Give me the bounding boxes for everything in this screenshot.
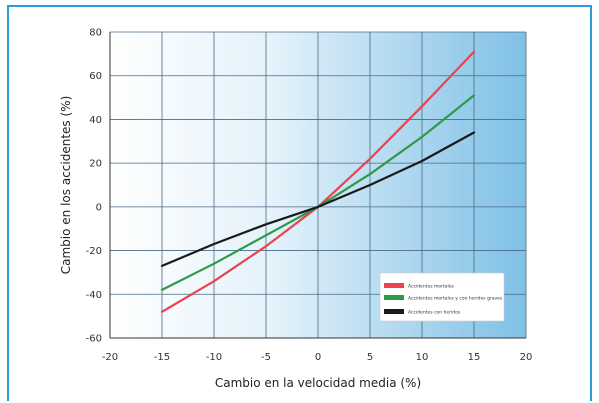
legend-swatch-3 bbox=[384, 309, 404, 314]
y-tick-label: 0 bbox=[96, 202, 102, 213]
y-tick-label: 20 bbox=[89, 159, 102, 170]
x-tick-label: 15 bbox=[468, 352, 481, 363]
axes bbox=[109, 32, 526, 339]
legend-label-1: Accidentes mortales bbox=[408, 284, 455, 290]
x-tick-label: 10 bbox=[416, 352, 429, 363]
x-tick-label: 0 bbox=[315, 352, 321, 363]
legend: Accidentes mortales Accidentes mortales y… bbox=[379, 272, 505, 322]
y-tick-label: 80 bbox=[89, 28, 102, 39]
series-lines bbox=[160, 50, 476, 313]
y-axis-label: Cambio en los accidentes (%) bbox=[59, 96, 73, 274]
x-tick-label: -5 bbox=[261, 352, 271, 363]
legend-swatch-1 bbox=[384, 283, 404, 288]
y-tick-label: -20 bbox=[86, 246, 102, 257]
x-tick-label: -10 bbox=[206, 352, 222, 363]
x-tick-label: -20 bbox=[102, 352, 118, 363]
legend-label-3: Accidentes con heridos bbox=[408, 310, 461, 316]
tick-labels: -20 -15 -10 -5 0 5 10 15 20 80 60 40 20 0 -20 -40 -60 bbox=[86, 28, 533, 364]
x-tick-label: -15 bbox=[154, 352, 170, 363]
series-line-3 bbox=[160, 131, 476, 267]
y-tick-label: 40 bbox=[89, 115, 102, 126]
legend-label-2: Accidentes mortales y con heridos graves bbox=[408, 296, 503, 302]
x-tick-label: 20 bbox=[520, 352, 533, 363]
y-tick-label: -60 bbox=[86, 334, 102, 345]
x-tick-label: 5 bbox=[367, 352, 373, 363]
y-tick-label: -40 bbox=[86, 290, 102, 301]
x-axis-label: Cambio en la velocidad media (%) bbox=[215, 376, 421, 390]
y-tick-label: 60 bbox=[89, 71, 102, 82]
legend-swatch-2 bbox=[384, 295, 404, 300]
